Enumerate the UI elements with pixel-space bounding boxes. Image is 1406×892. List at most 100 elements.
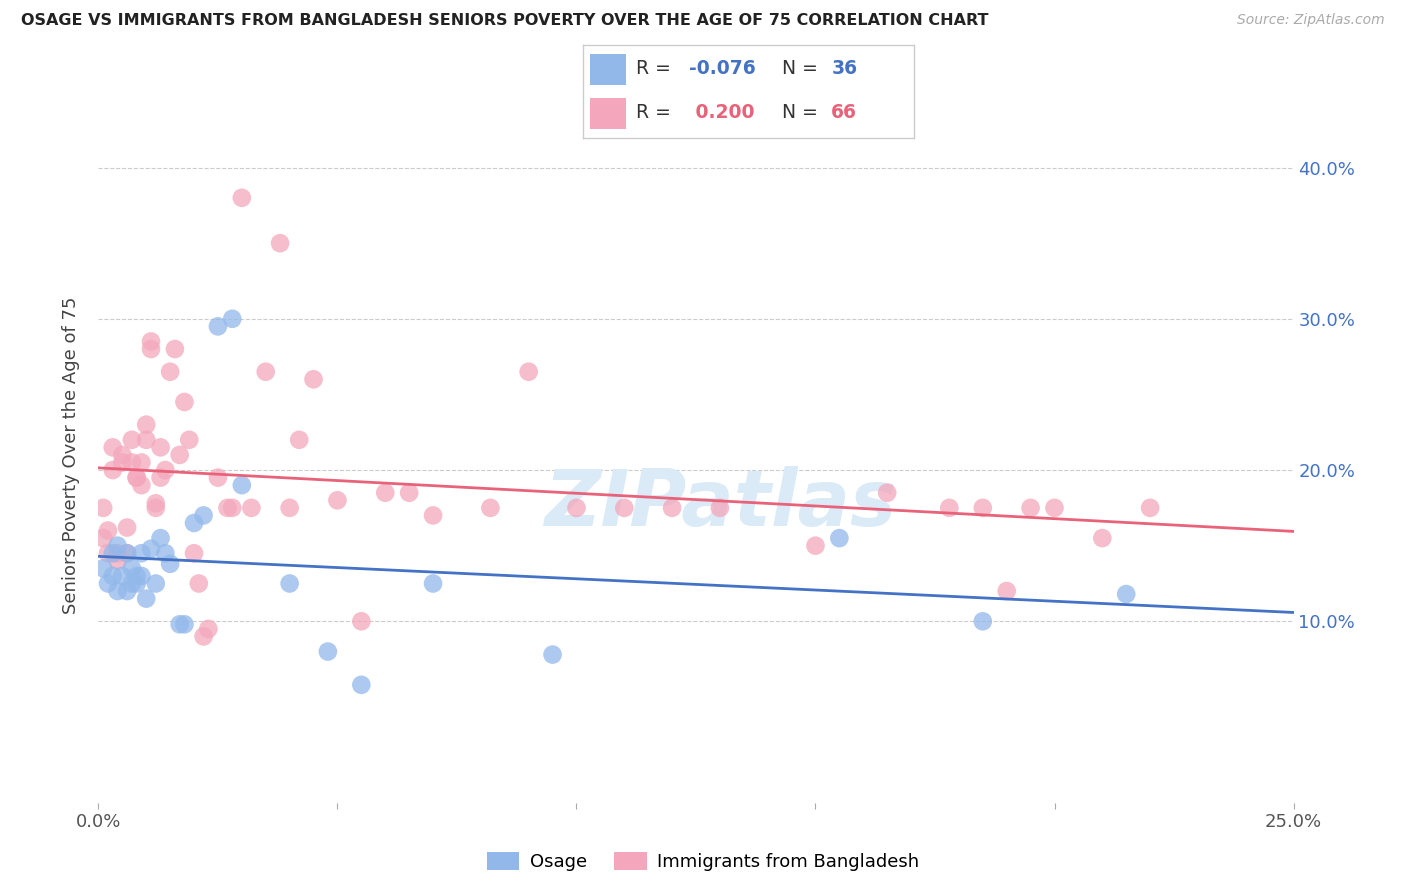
- Point: [125, 569, 148, 583]
- Text: N =: N =: [782, 60, 824, 78]
- Point: [221, 311, 243, 326]
- Point: [972, 615, 994, 629]
- Point: [101, 463, 124, 477]
- Point: [131, 455, 153, 469]
- Point: [121, 433, 143, 447]
- Point: [121, 455, 143, 469]
- Point: [101, 546, 124, 560]
- Point: [107, 554, 129, 568]
- Point: [101, 441, 124, 455]
- Point: [121, 561, 143, 575]
- Point: [131, 546, 153, 560]
- Point: [1139, 500, 1161, 515]
- Point: [125, 576, 148, 591]
- Text: ZIPatlas: ZIPatlas: [544, 466, 896, 541]
- Text: N =: N =: [782, 103, 824, 122]
- Point: [193, 629, 215, 643]
- Point: [97, 576, 120, 591]
- Point: [149, 441, 172, 455]
- Text: 0.200: 0.200: [689, 103, 755, 122]
- Point: [115, 546, 138, 560]
- Point: [101, 569, 124, 583]
- Point: [541, 648, 564, 662]
- Point: [139, 342, 162, 356]
- Point: [876, 485, 898, 500]
- Point: [91, 531, 114, 545]
- Text: R =: R =: [637, 103, 678, 122]
- Point: [288, 433, 311, 447]
- Point: [145, 576, 167, 591]
- Point: [97, 546, 120, 560]
- Point: [145, 500, 167, 515]
- Point: [1091, 531, 1114, 545]
- Point: [115, 520, 138, 534]
- Point: [326, 493, 349, 508]
- Text: 66: 66: [831, 103, 858, 122]
- Point: [972, 500, 994, 515]
- Point: [207, 470, 229, 484]
- Point: [169, 617, 191, 632]
- Point: [374, 485, 396, 500]
- Point: [613, 500, 636, 515]
- Point: [1115, 587, 1137, 601]
- Point: [183, 546, 205, 560]
- Point: [115, 584, 138, 599]
- Point: [316, 644, 339, 658]
- Point: [254, 365, 277, 379]
- Point: [217, 500, 239, 515]
- Text: R =: R =: [637, 60, 678, 78]
- Point: [221, 500, 243, 515]
- Point: [97, 524, 120, 538]
- Point: [111, 455, 134, 469]
- Point: [350, 678, 373, 692]
- Point: [422, 576, 444, 591]
- Point: [91, 500, 114, 515]
- Point: [183, 516, 205, 530]
- Point: [91, 561, 114, 575]
- Point: [107, 584, 129, 599]
- Point: [159, 365, 181, 379]
- Point: [139, 541, 162, 556]
- Point: [131, 478, 153, 492]
- Point: [565, 500, 588, 515]
- Point: [302, 372, 325, 386]
- Point: [179, 433, 201, 447]
- Text: Source: ZipAtlas.com: Source: ZipAtlas.com: [1237, 13, 1385, 28]
- Point: [115, 546, 138, 560]
- Text: 36: 36: [831, 60, 858, 78]
- Point: [163, 342, 186, 356]
- Point: [159, 557, 181, 571]
- Point: [145, 496, 167, 510]
- Point: [240, 500, 263, 515]
- Point: [1019, 500, 1042, 515]
- Legend: Osage, Immigrants from Bangladesh: Osage, Immigrants from Bangladesh: [479, 845, 927, 879]
- Y-axis label: Seniors Poverty Over the Age of 75: Seniors Poverty Over the Age of 75: [62, 296, 80, 614]
- Point: [149, 531, 172, 545]
- Point: [207, 319, 229, 334]
- Point: [107, 539, 129, 553]
- Point: [135, 433, 157, 447]
- Point: [121, 576, 143, 591]
- Point: [938, 500, 960, 515]
- Point: [661, 500, 683, 515]
- Point: [197, 622, 219, 636]
- Point: [995, 584, 1018, 599]
- Point: [187, 576, 209, 591]
- Point: [828, 531, 851, 545]
- Point: [517, 365, 540, 379]
- Point: [131, 569, 153, 583]
- Text: OSAGE VS IMMIGRANTS FROM BANGLADESH SENIORS POVERTY OVER THE AGE OF 75 CORRELATI: OSAGE VS IMMIGRANTS FROM BANGLADESH SENI…: [21, 13, 988, 29]
- Point: [193, 508, 215, 523]
- Point: [709, 500, 731, 515]
- Point: [804, 539, 827, 553]
- Point: [139, 334, 162, 349]
- Point: [111, 569, 134, 583]
- Point: [231, 478, 253, 492]
- Point: [135, 591, 157, 606]
- Point: [278, 500, 301, 515]
- Point: [155, 463, 177, 477]
- Point: [269, 236, 291, 251]
- Text: -0.076: -0.076: [689, 60, 756, 78]
- Point: [155, 546, 177, 560]
- Point: [350, 615, 373, 629]
